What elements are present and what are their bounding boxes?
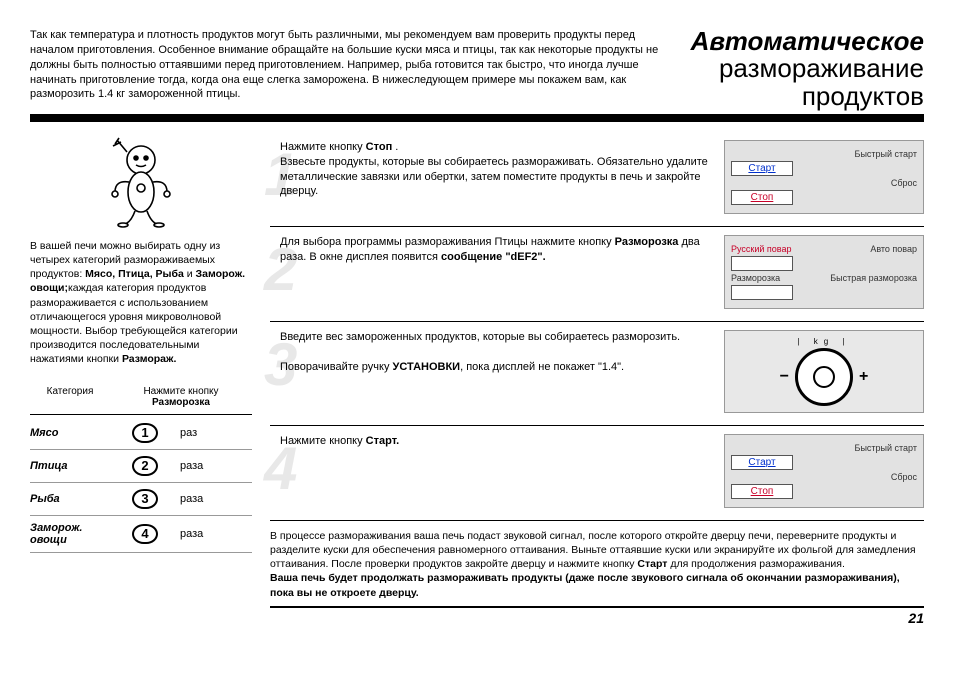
category-table: Категория Нажмите кнопку Разморозка Мясо… <box>30 386 252 553</box>
s3-knob: УСТАНОВКИ <box>393 361 461 373</box>
step-text: 2 Для выбора программы размораживания Пт… <box>270 235 710 309</box>
s1-stop: Стоп <box>366 141 393 153</box>
stop-button[interactable]: Стоп <box>731 484 793 499</box>
num-badge: 2 <box>132 456 158 476</box>
row-times: раза <box>180 460 252 472</box>
intro-paragraph: Так как температура и плотность продукто… <box>30 28 661 110</box>
row-name: Птица <box>30 460 110 472</box>
minus-icon: − <box>780 368 789 386</box>
left-column: В вашей печи можно выбирать одну из четы… <box>30 132 252 626</box>
footer-note: В процессе размораживания ваша печь пода… <box>270 529 924 608</box>
row-times: раза <box>180 493 252 505</box>
plus-icon: + <box>859 368 868 386</box>
control-panel-4: Быстрый старт Старт Сброс Стоп <box>724 434 924 508</box>
row-num: 3 <box>110 489 180 509</box>
page-title: Автоматическое размораживание продуктов <box>691 28 924 110</box>
start-button[interactable]: Старт <box>731 161 793 176</box>
s2-def2: сообщение "dEF2". <box>441 251 546 263</box>
control-panel-3: | kg | − + <box>724 330 924 413</box>
s2-a: Для выбора программы размораживания Птиц… <box>280 236 615 248</box>
th-presses: Нажмите кнопку Разморозка <box>110 386 252 408</box>
step-2: 2 Для выбора программы размораживания Пт… <box>270 227 924 322</box>
step-3: 3 Введите вес замороженных продуктов, ко… <box>270 322 924 426</box>
left-description: В вашей печи можно выбирать одну из четы… <box>30 239 252 367</box>
num-badge: 4 <box>132 524 158 544</box>
num-badge: 1 <box>132 423 158 443</box>
footer-start: Старт <box>637 558 667 570</box>
step-text: 1 Нажмите кнопку Стоп . Взвесьте продукт… <box>270 140 710 214</box>
title-line-2: размораживание <box>691 55 924 82</box>
th-category: Категория <box>30 386 110 408</box>
header-row: Так как температура и плотность продукто… <box>30 28 924 110</box>
s3-d: , пока дисплей не покажет "1.4". <box>460 361 624 373</box>
row-num: 1 <box>110 423 180 443</box>
start-button[interactable]: Старт <box>731 455 793 470</box>
table-row: Мясо 1 раз <box>30 417 252 450</box>
footer-p2: Ваша печь будет продолжать размораживать… <box>270 572 900 598</box>
s4-a: Нажмите кнопку <box>280 435 366 447</box>
label-quickstart: Быстрый старт <box>855 443 917 453</box>
table-header: Категория Нажмите кнопку Разморозка <box>30 386 252 408</box>
th-line-1: Нажмите кнопку <box>143 386 218 397</box>
s1-a: Нажмите кнопку <box>280 141 366 153</box>
s4-start: Старт. <box>366 435 400 447</box>
s2-defrost: Разморозка <box>615 236 679 248</box>
defrost-button[interactable] <box>731 285 793 300</box>
dial-knob[interactable] <box>795 348 853 406</box>
table-row: Заморож. овощи 4 раза <box>30 516 252 553</box>
s3-a: Введите вес замороженных продуктов, кото… <box>280 331 680 343</box>
main-content: В вашей печи можно выбирать одну из четы… <box>30 132 924 626</box>
step-4: 4 Нажмите кнопку Старт. Быстрый старт Ст… <box>270 426 924 521</box>
label-qdefrost: Быстрая разморозка <box>830 273 917 283</box>
label-autochef: Авто повар <box>870 244 917 254</box>
label-ruchef: Русский повар <box>731 244 791 254</box>
right-column: 1 Нажмите кнопку Стоп . Взвесьте продукт… <box>270 132 924 626</box>
table-row: Птица 2 раза <box>30 450 252 483</box>
control-panel-2: Русский повар Авто повар Разморозка Быст… <box>724 235 924 309</box>
th-line-2: Разморозка <box>152 397 210 408</box>
divider-bar <box>30 114 924 122</box>
desc-and: и <box>184 268 196 280</box>
row-num: 2 <box>110 456 180 476</box>
label-quickstart: Быстрый старт <box>855 149 917 159</box>
blank-button[interactable] <box>731 256 793 271</box>
row-name: Заморож. овощи <box>30 522 110 546</box>
page-number: 21 <box>270 610 924 626</box>
title-line-3: продуктов <box>691 83 924 110</box>
table-row: Рыба 3 раза <box>30 483 252 516</box>
title-line-1: Автоматическое <box>691 28 924 55</box>
s1-c: . <box>392 141 398 153</box>
control-panel-1: Быстрый старт Старт Сброс Стоп <box>724 140 924 214</box>
s1-d: Взвесьте продукты, которые вы собираетес… <box>280 156 708 198</box>
step-1: 1 Нажмите кнопку Стоп . Взвесьте продукт… <box>270 132 924 227</box>
step-text: 4 Нажмите кнопку Старт. <box>270 434 710 508</box>
stop-button[interactable]: Стоп <box>731 190 793 205</box>
row-num: 4 <box>110 524 180 544</box>
row-name: Мясо <box>30 427 110 439</box>
num-badge: 3 <box>132 489 158 509</box>
desc-button-name: Размораж. <box>122 353 176 365</box>
step-text: 3 Введите вес замороженных продуктов, ко… <box>270 330 710 413</box>
row-times: раз <box>180 427 252 439</box>
mascot-icon <box>30 132 252 231</box>
desc-categories: Мясо, Птица, Рыба <box>85 268 184 280</box>
label-defrost: Разморозка <box>731 273 780 283</box>
label-reset: Сброс <box>891 178 917 188</box>
table-separator <box>30 414 252 415</box>
kg-marks: | kg | <box>780 337 869 346</box>
label-reset: Сброс <box>891 472 917 482</box>
row-name: Рыба <box>30 493 110 505</box>
s3-b: Поворачивайте ручку <box>280 361 393 373</box>
row-times: раза <box>180 528 252 540</box>
footer-p1c: для продолжения размораживания. <box>667 558 844 570</box>
